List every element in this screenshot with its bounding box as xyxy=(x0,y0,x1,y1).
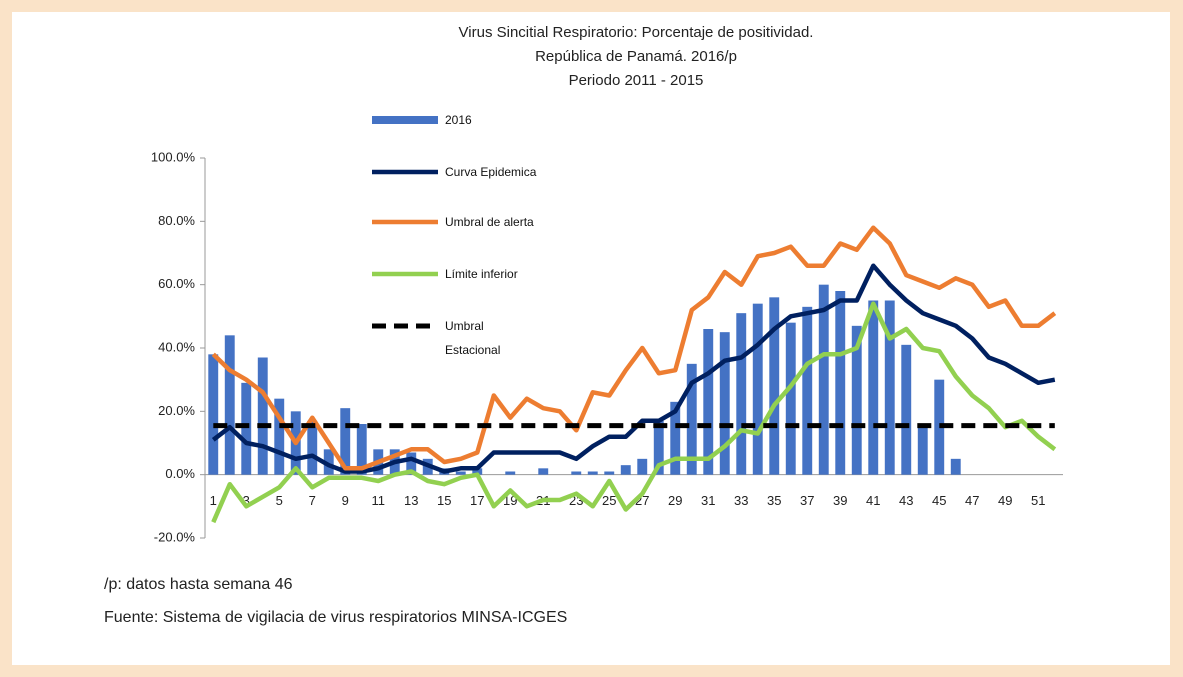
legend-label: Umbral Estacional xyxy=(445,319,501,357)
chart-title: Virus Sincitial Respiratorio: Porcentaje… xyxy=(459,24,814,41)
bar xyxy=(538,468,549,475)
bar xyxy=(455,471,466,475)
bar xyxy=(719,332,730,475)
x-tick-label: 25 xyxy=(602,493,616,508)
y-tick-label: -20.0% xyxy=(154,529,196,544)
x-tick-label: 45 xyxy=(932,493,946,508)
x-tick-label: 11 xyxy=(372,493,386,508)
y-tick-label: 60.0% xyxy=(158,276,195,291)
footnote: /p: datos hasta semana 46 xyxy=(104,576,293,593)
legend-label: Curva Epidemica xyxy=(445,165,537,179)
bar xyxy=(241,382,252,475)
x-tick-label: 1 xyxy=(210,493,217,508)
chart-title: Periodo 2011 - 2015 xyxy=(569,72,704,89)
bar xyxy=(818,284,829,475)
bar xyxy=(653,420,664,475)
y-tick-label: 40.0% xyxy=(158,339,195,354)
bar xyxy=(851,325,862,475)
footnote: Fuente: Sistema de vigilacia de virus re… xyxy=(104,609,568,626)
x-tick-label: 29 xyxy=(668,493,682,508)
bar xyxy=(257,357,268,475)
bar xyxy=(703,329,714,475)
chart-title: República de Panamá. 2016/p xyxy=(535,48,737,65)
x-tick-label: 35 xyxy=(767,493,781,508)
bar xyxy=(686,363,697,475)
bar xyxy=(950,458,961,475)
bar xyxy=(868,300,879,475)
bar xyxy=(571,471,582,475)
bar xyxy=(620,465,631,475)
bar xyxy=(356,424,367,475)
x-tick-label: 41 xyxy=(866,493,880,508)
bar xyxy=(934,379,945,475)
x-tick-label: 13 xyxy=(404,493,418,508)
line xyxy=(211,301,1057,524)
legend-label: 2016 xyxy=(445,113,472,127)
line xyxy=(211,225,1057,471)
bar xyxy=(736,313,747,475)
bar xyxy=(587,471,598,475)
bar xyxy=(769,297,780,475)
legend-swatch xyxy=(372,116,438,124)
bar xyxy=(917,427,928,475)
bar xyxy=(208,354,219,475)
bar xyxy=(505,471,516,475)
x-tick-label: 15 xyxy=(437,493,451,508)
bar xyxy=(604,471,615,475)
bar xyxy=(274,398,285,475)
line xyxy=(211,263,1056,474)
x-tick-label: 9 xyxy=(342,493,349,508)
x-tick-label: 43 xyxy=(899,493,913,508)
y-tick-label: 80.0% xyxy=(158,213,195,228)
x-tick-label: 7 xyxy=(309,493,316,508)
y-tick-label: 20.0% xyxy=(158,403,195,418)
y-tick-label: 100.0% xyxy=(151,149,196,164)
x-tick-label: 31 xyxy=(701,493,715,508)
bar xyxy=(224,335,235,475)
bar xyxy=(835,291,846,475)
bar xyxy=(307,420,318,475)
x-tick-label: 17 xyxy=(470,493,484,508)
bar xyxy=(323,449,334,475)
bar xyxy=(802,306,813,475)
bar xyxy=(637,458,648,475)
x-tick-label: 5 xyxy=(276,493,283,508)
bar xyxy=(472,468,483,475)
bar xyxy=(340,408,351,475)
x-tick-label: 49 xyxy=(998,493,1012,508)
x-tick-label: 39 xyxy=(833,493,847,508)
bar xyxy=(406,452,417,475)
x-tick-label: 51 xyxy=(1031,493,1045,508)
x-tick-label: 33 xyxy=(734,493,748,508)
y-tick-label: 0.0% xyxy=(165,466,195,481)
legend-label: Umbral de alerta xyxy=(445,215,534,229)
bar xyxy=(752,303,763,475)
bar xyxy=(670,401,681,475)
legend-label: Límite inferior xyxy=(445,267,518,281)
x-tick-label: 47 xyxy=(965,493,979,508)
bar xyxy=(884,300,895,475)
x-tick-label: 37 xyxy=(800,493,814,508)
bar xyxy=(785,322,796,475)
bar xyxy=(901,344,912,475)
x-tick-label: 3 xyxy=(243,493,250,508)
